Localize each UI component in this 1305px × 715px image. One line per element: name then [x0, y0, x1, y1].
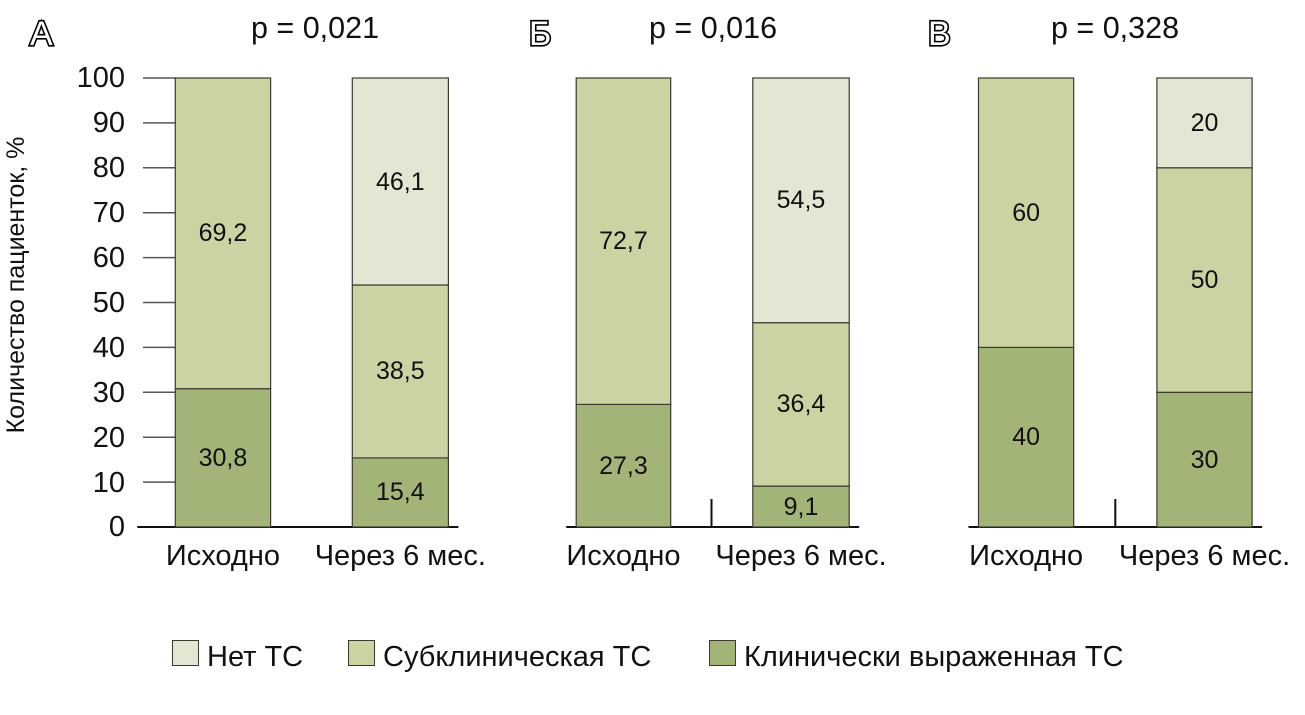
svg-text:Б: Б: [529, 15, 551, 53]
svg-text:В: В: [928, 15, 951, 53]
svg-text:A: A: [30, 15, 53, 53]
